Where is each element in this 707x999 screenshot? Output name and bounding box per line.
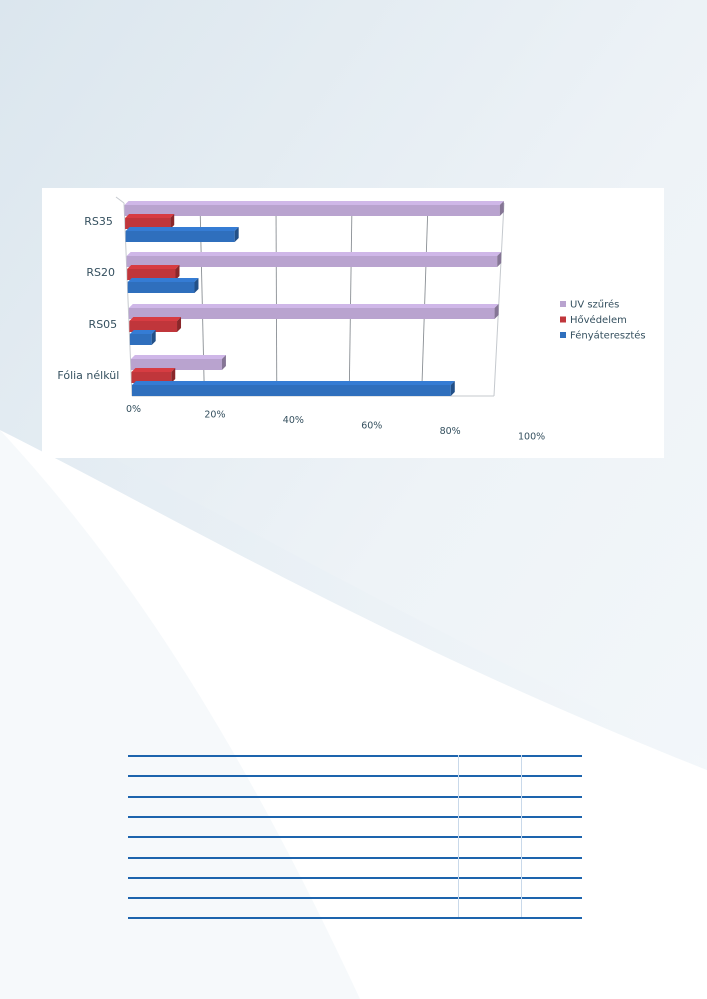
bar-chart: 0% 20% 40% 60% 80% 100% RS35 RS20 RS05 Fólia nélk… xyxy=(57,196,646,443)
bar-rs20-1 xyxy=(127,269,176,280)
legend-label: Fényáteresztés xyxy=(570,330,646,342)
x-tick-label: 40% xyxy=(283,415,304,426)
bar-fólia-nélkül-1 xyxy=(131,372,172,383)
gridline xyxy=(275,202,278,397)
table-rule xyxy=(128,917,582,920)
table-rule xyxy=(128,755,582,757)
category-label: RS35 xyxy=(84,215,113,228)
gridline xyxy=(421,202,429,397)
x-tick-label: 80% xyxy=(440,426,461,437)
category-label: RS20 xyxy=(86,266,115,279)
legend-label: Hővédelem xyxy=(570,314,627,326)
bar-end-fólia-nélkül-2 xyxy=(450,381,455,396)
plot-right-edge xyxy=(493,202,505,397)
bar-end-fólia-nélkül-1 xyxy=(171,368,176,383)
table-rule xyxy=(128,876,582,879)
bar-end-rs20-1 xyxy=(175,265,180,280)
category-label: Fólia nélkül xyxy=(57,369,119,382)
x-tick-label: 100% xyxy=(518,432,545,443)
x-tick-label: 0% xyxy=(126,404,141,415)
bar-rs35-1 xyxy=(125,218,171,229)
table-rule xyxy=(128,815,582,818)
bar-rs20-2 xyxy=(127,282,195,293)
bar-top-rs05-2 xyxy=(129,330,156,334)
bar-end-rs35-0 xyxy=(499,201,504,216)
bar-top-rs35-0 xyxy=(124,201,504,205)
bar-top-rs20-2 xyxy=(127,278,199,282)
table-column-separator xyxy=(458,755,459,918)
bar-fólia-nélkül-0 xyxy=(130,359,222,370)
legend-label: UV szűrés xyxy=(570,299,619,311)
plot-left-wall xyxy=(123,202,133,397)
bar-end-rs35-2 xyxy=(234,227,239,242)
bar-end-rs05-1 xyxy=(177,317,182,332)
bar-rs20-0 xyxy=(126,256,498,267)
legend-swatch xyxy=(560,332,566,338)
bar-top-fólia-nélkül-1 xyxy=(131,368,176,372)
bar-rs35-2 xyxy=(125,231,235,242)
bar-fólia-nélkül-2 xyxy=(132,385,451,396)
table-rule xyxy=(128,856,582,859)
bar-end-rs20-2 xyxy=(194,278,199,293)
bar-top-rs05-1 xyxy=(129,317,182,321)
table-rule xyxy=(128,775,582,778)
bar-end-fólia-nélkül-0 xyxy=(221,355,226,370)
table-rule xyxy=(128,836,582,839)
table-column-separator xyxy=(521,755,522,918)
bar-top-rs20-0 xyxy=(126,252,502,256)
gridline xyxy=(348,202,353,397)
category-label: RS05 xyxy=(89,318,118,331)
bar-rs05-0 xyxy=(128,308,495,319)
bar-end-rs35-1 xyxy=(170,214,175,229)
table-rule xyxy=(128,795,582,798)
bar-top-fólia-nélkül-2 xyxy=(132,381,455,385)
bar-top-fólia-nélkül-0 xyxy=(130,355,226,359)
bar-rs05-1 xyxy=(129,321,178,332)
bar-top-rs20-1 xyxy=(127,265,180,269)
table-rule xyxy=(128,897,582,900)
bar-end-rs20-0 xyxy=(497,252,502,267)
empty-table xyxy=(128,755,582,925)
legend-swatch xyxy=(560,316,566,323)
bar-top-rs05-0 xyxy=(128,304,499,308)
x-tick-label: 20% xyxy=(204,410,225,421)
bar-rs35-0 xyxy=(124,205,500,216)
plot-top-edge xyxy=(115,196,125,204)
legend-swatch xyxy=(560,301,566,307)
x-tick-label: 60% xyxy=(361,421,382,432)
bar-top-rs35-2 xyxy=(125,227,239,231)
bar-rs05-2 xyxy=(129,334,152,345)
chart-panel: 0% 20% 40% 60% 80% 100% RS35 RS20 RS05 Fólia nélk… xyxy=(42,188,664,458)
bar-top-rs35-1 xyxy=(125,214,175,218)
bar-end-rs05-2 xyxy=(151,330,156,345)
bar-end-rs05-0 xyxy=(494,304,499,319)
